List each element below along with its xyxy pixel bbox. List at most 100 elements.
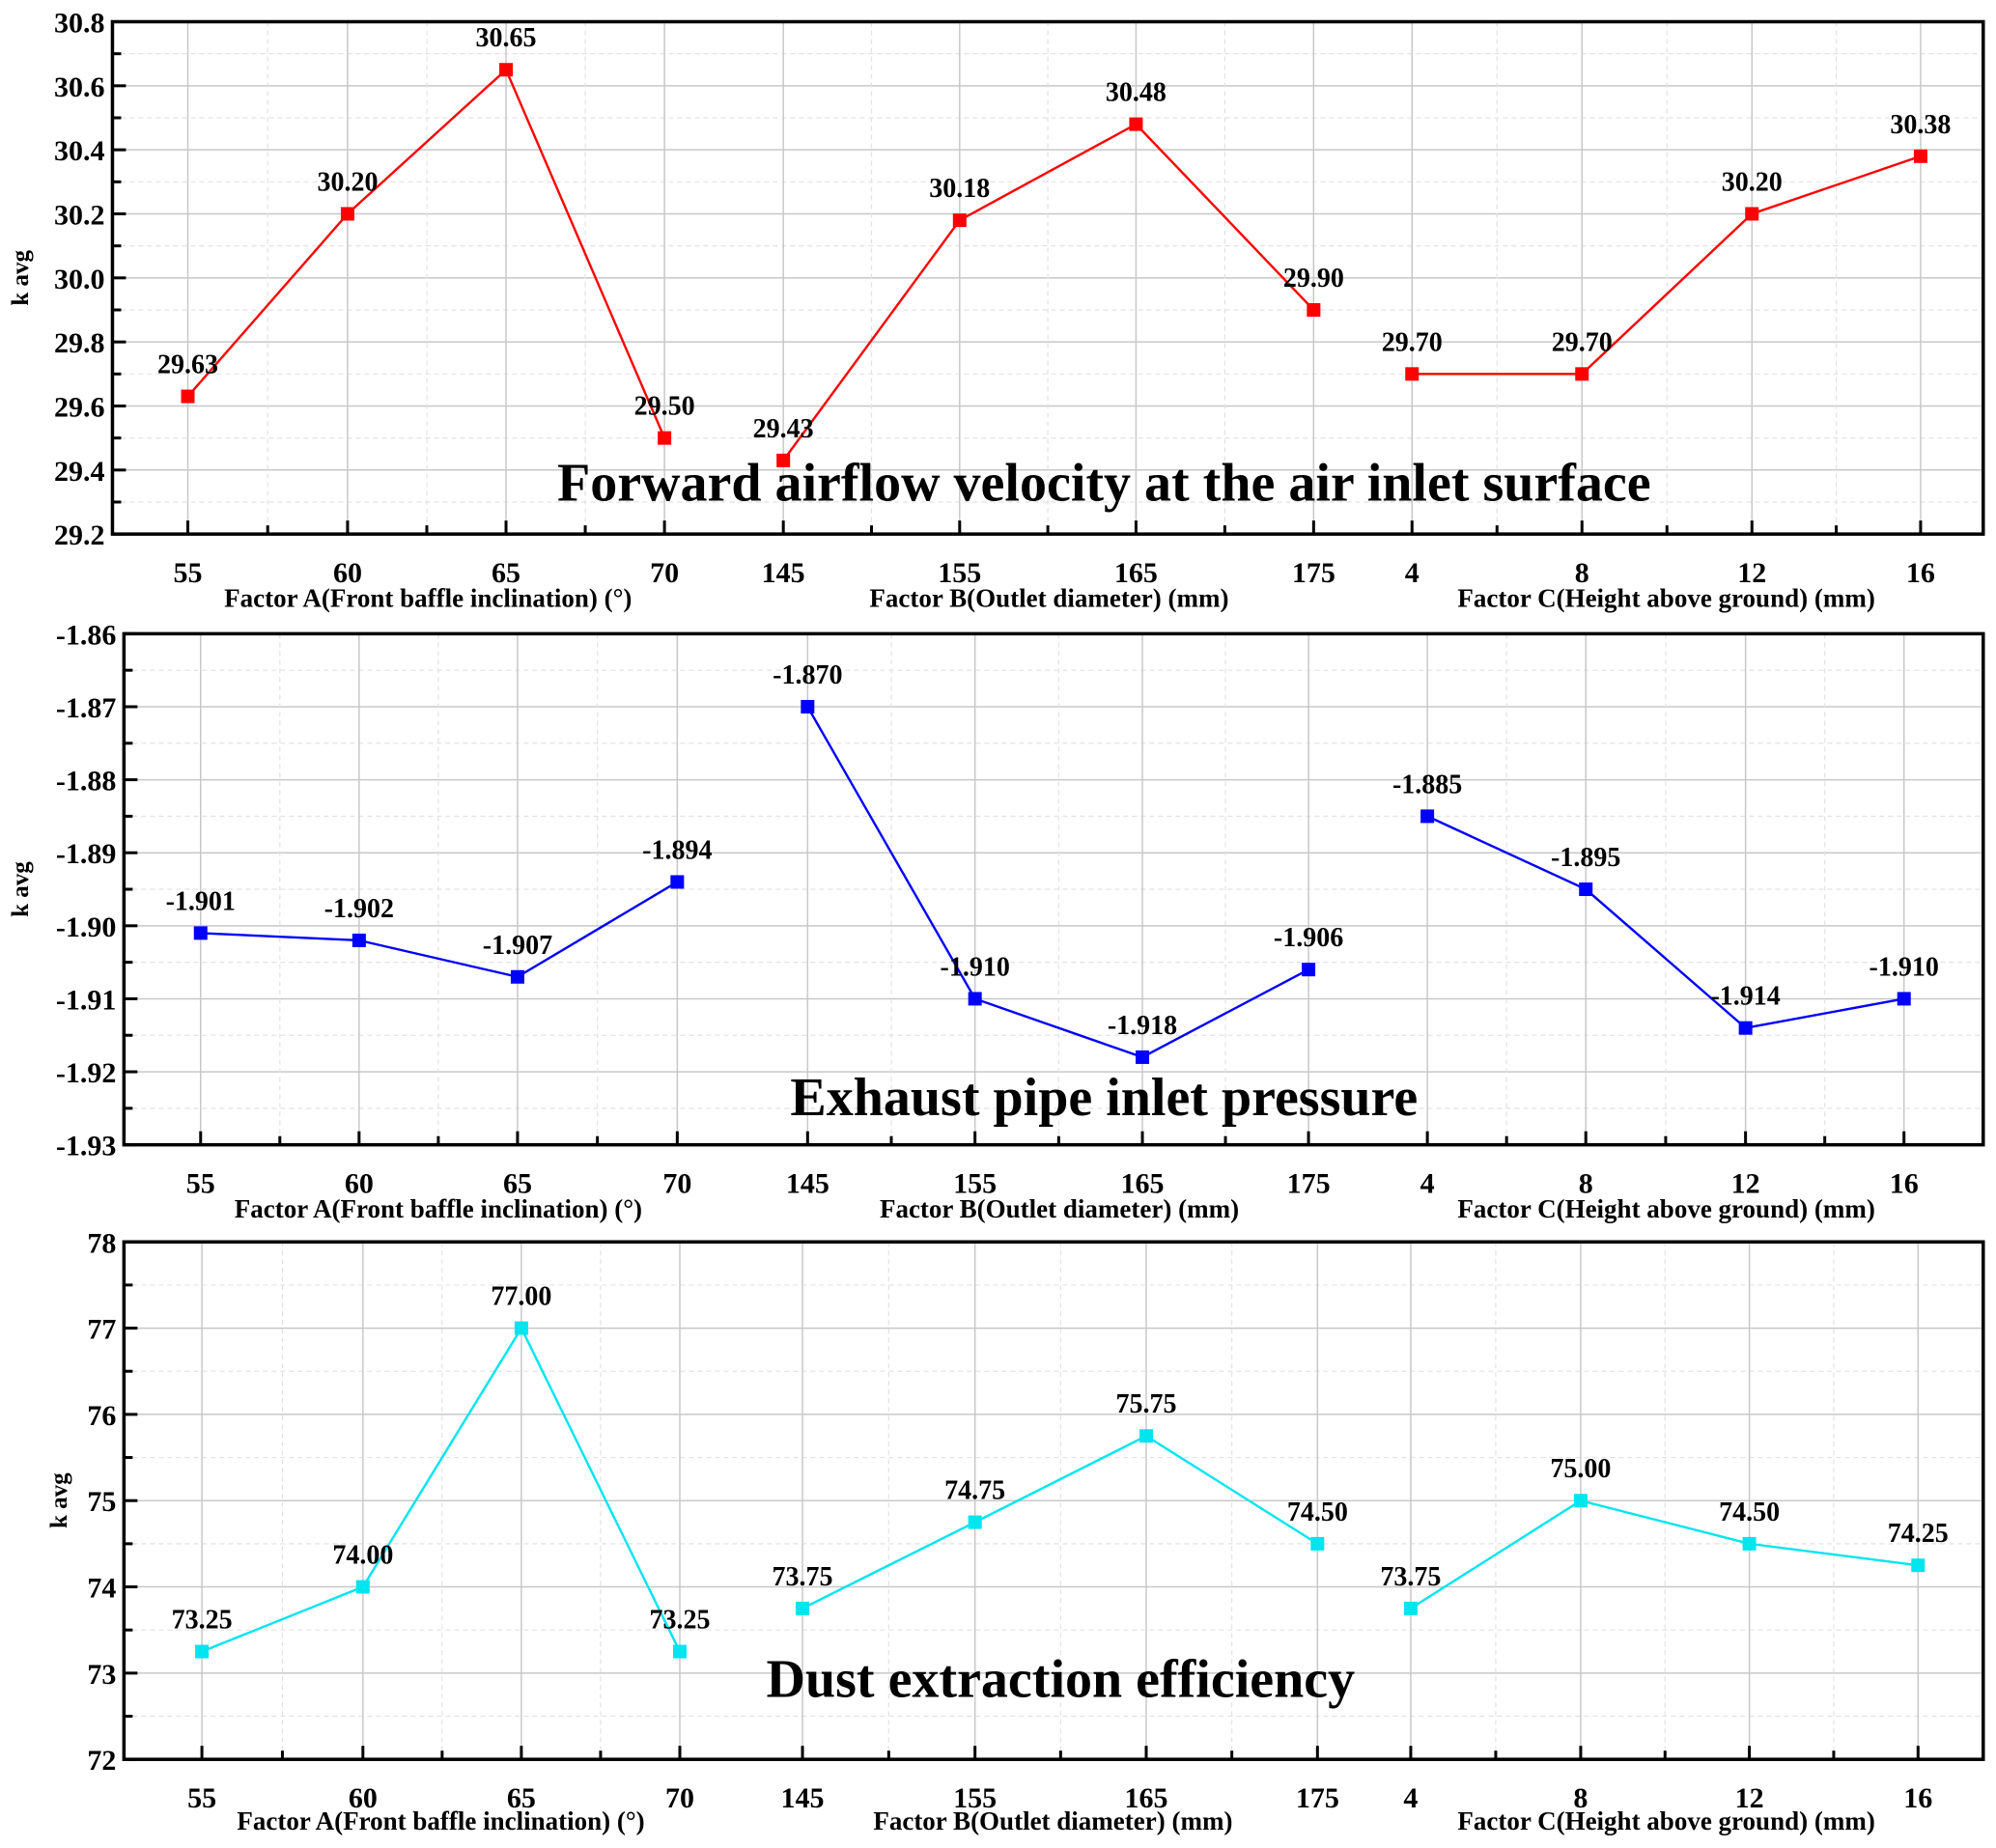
panel-title: Dust extraction efficiency [767,1649,1356,1709]
x-tick-label: 55 [174,557,203,589]
data-label: 74.00 [332,1541,393,1571]
y-tick-label: -1.86 [56,619,117,651]
data-label: -1.885 [1392,770,1462,799]
x-tick-label: 70 [665,1782,694,1814]
plot-frame [122,631,1985,1147]
x-tick-label: 4 [1420,1168,1435,1200]
y-tick-label: -1.87 [56,692,117,724]
y-tick-label: 77 [87,1314,116,1346]
data-point-marker [1897,992,1911,1006]
data-point-marker [1302,963,1316,977]
x-tick-label: 55 [186,1168,215,1200]
x-axis-title: Factor B(Outlet diameter) (mm) [880,1194,1239,1223]
data-label: 29.90 [1283,264,1344,294]
data-point-marker [514,1321,528,1335]
x-axis-title: Factor A(Front baffle inclination) (°) [237,1806,644,1835]
data-label: 77.00 [491,1282,551,1312]
y-tick-label: 29.4 [54,456,105,488]
data-point-marker [340,207,354,221]
y-tick-label: 76 [87,1400,116,1432]
x-axis-title: Factor B(Outlet diameter) (mm) [869,584,1228,613]
data-point-marker [1136,1050,1150,1064]
data-label: 30.20 [317,167,378,197]
data-point-marker [1403,1601,1418,1615]
data-label: 75.75 [1116,1389,1177,1419]
x-axis-title: Factor C(Height above ground) (mm) [1457,1806,1874,1835]
x-tick-label: 4 [1403,1782,1418,1814]
y-tick-label: 30.6 [54,71,105,103]
data-point-marker [351,933,366,947]
data-label: -1.901 [166,886,236,916]
y-tick-label: 30.8 [54,7,105,39]
data-point-marker [1738,1021,1753,1035]
data-label: 30.38 [1890,110,1951,140]
data-label: 73.75 [773,1562,833,1592]
data-label: 73.25 [172,1606,233,1636]
data-label: 74.50 [1287,1498,1348,1527]
series-line [201,1326,682,1653]
y-tick-label: 30.0 [54,264,105,295]
data-label: 29.70 [1382,327,1443,357]
series-line [782,123,1315,462]
data-label: 29.70 [1552,327,1613,357]
y-tick-label: 72 [87,1745,116,1777]
y-tick-label: 78 [87,1227,116,1259]
y-tick-label: -1.89 [56,838,117,870]
y-tick-label: -1.91 [56,984,117,1016]
y-axis-title: k avg [46,1472,72,1528]
x-tick-label: 4 [1405,557,1420,589]
plot-frame [122,1240,1985,1761]
x-tick-label: 175 [1296,1782,1339,1814]
y-tick-label: 29.8 [54,327,105,359]
series-line [1412,154,1922,376]
y-axis-title: k avg [8,249,34,305]
y-tick-label: -1.88 [56,766,117,798]
data-point-marker [510,969,524,984]
data-label: -1.918 [1108,1011,1177,1041]
data-point-marker [1575,367,1589,381]
x-tick-label: 155 [953,1168,997,1200]
x-tick-label: 16 [1890,1168,1919,1200]
y-axis-title: k avg [8,861,34,917]
data-point-marker [1307,302,1321,317]
series-line [806,706,1309,1059]
y-tick-label: -1.93 [56,1131,117,1162]
x-tick-label: 165 [1114,557,1158,589]
x-axis-title: Factor C(Height above ground) (mm) [1457,1194,1874,1223]
data-label: -1.902 [324,894,394,924]
x-tick-label: 145 [786,1168,829,1200]
data-label: -1.907 [483,931,552,961]
series-line [1410,1498,1919,1610]
data-label: -1.910 [941,952,1010,982]
x-axis-title: Factor C(Height above ground) (mm) [1457,584,1874,613]
x-tick-label: 8 [1579,1168,1593,1200]
data-point-marker [1405,367,1420,381]
x-axis-title: Factor B(Outlet diameter) (mm) [873,1806,1232,1835]
x-tick-label: 165 [1121,1168,1165,1200]
x-tick-label: 65 [503,1168,532,1200]
data-point-marker [1745,207,1759,221]
y-tick-label: 30.2 [54,199,105,231]
x-tick-label: 60 [333,557,362,589]
series-line [801,1434,1318,1610]
data-label: 30.48 [1106,78,1167,108]
y-tick-label: 29.2 [54,519,105,551]
data-point-marker [1579,882,1593,897]
x-axis-title: Factor A(Front baffle inclination) (°) [224,584,632,613]
data-label: 29.50 [634,392,695,422]
x-tick-label: 12 [1735,1782,1764,1814]
data-label: 29.43 [753,414,814,444]
data-point-marker [499,63,514,77]
data-label: 74.50 [1719,1498,1780,1527]
series-line [200,881,678,979]
data-label: -1.894 [642,835,712,865]
data-point-marker [1913,149,1927,163]
data-label: 74.75 [944,1476,1005,1506]
y-tick-label: 75 [87,1486,116,1518]
panel-title: Forward airflow velocity at the air inle… [557,454,1651,514]
data-point-marker [1420,809,1435,824]
y-tick-label: 29.6 [54,391,105,423]
data-label: 30.18 [929,174,990,204]
data-label: -1.910 [1869,952,1939,982]
x-tick-label: 8 [1575,557,1589,589]
